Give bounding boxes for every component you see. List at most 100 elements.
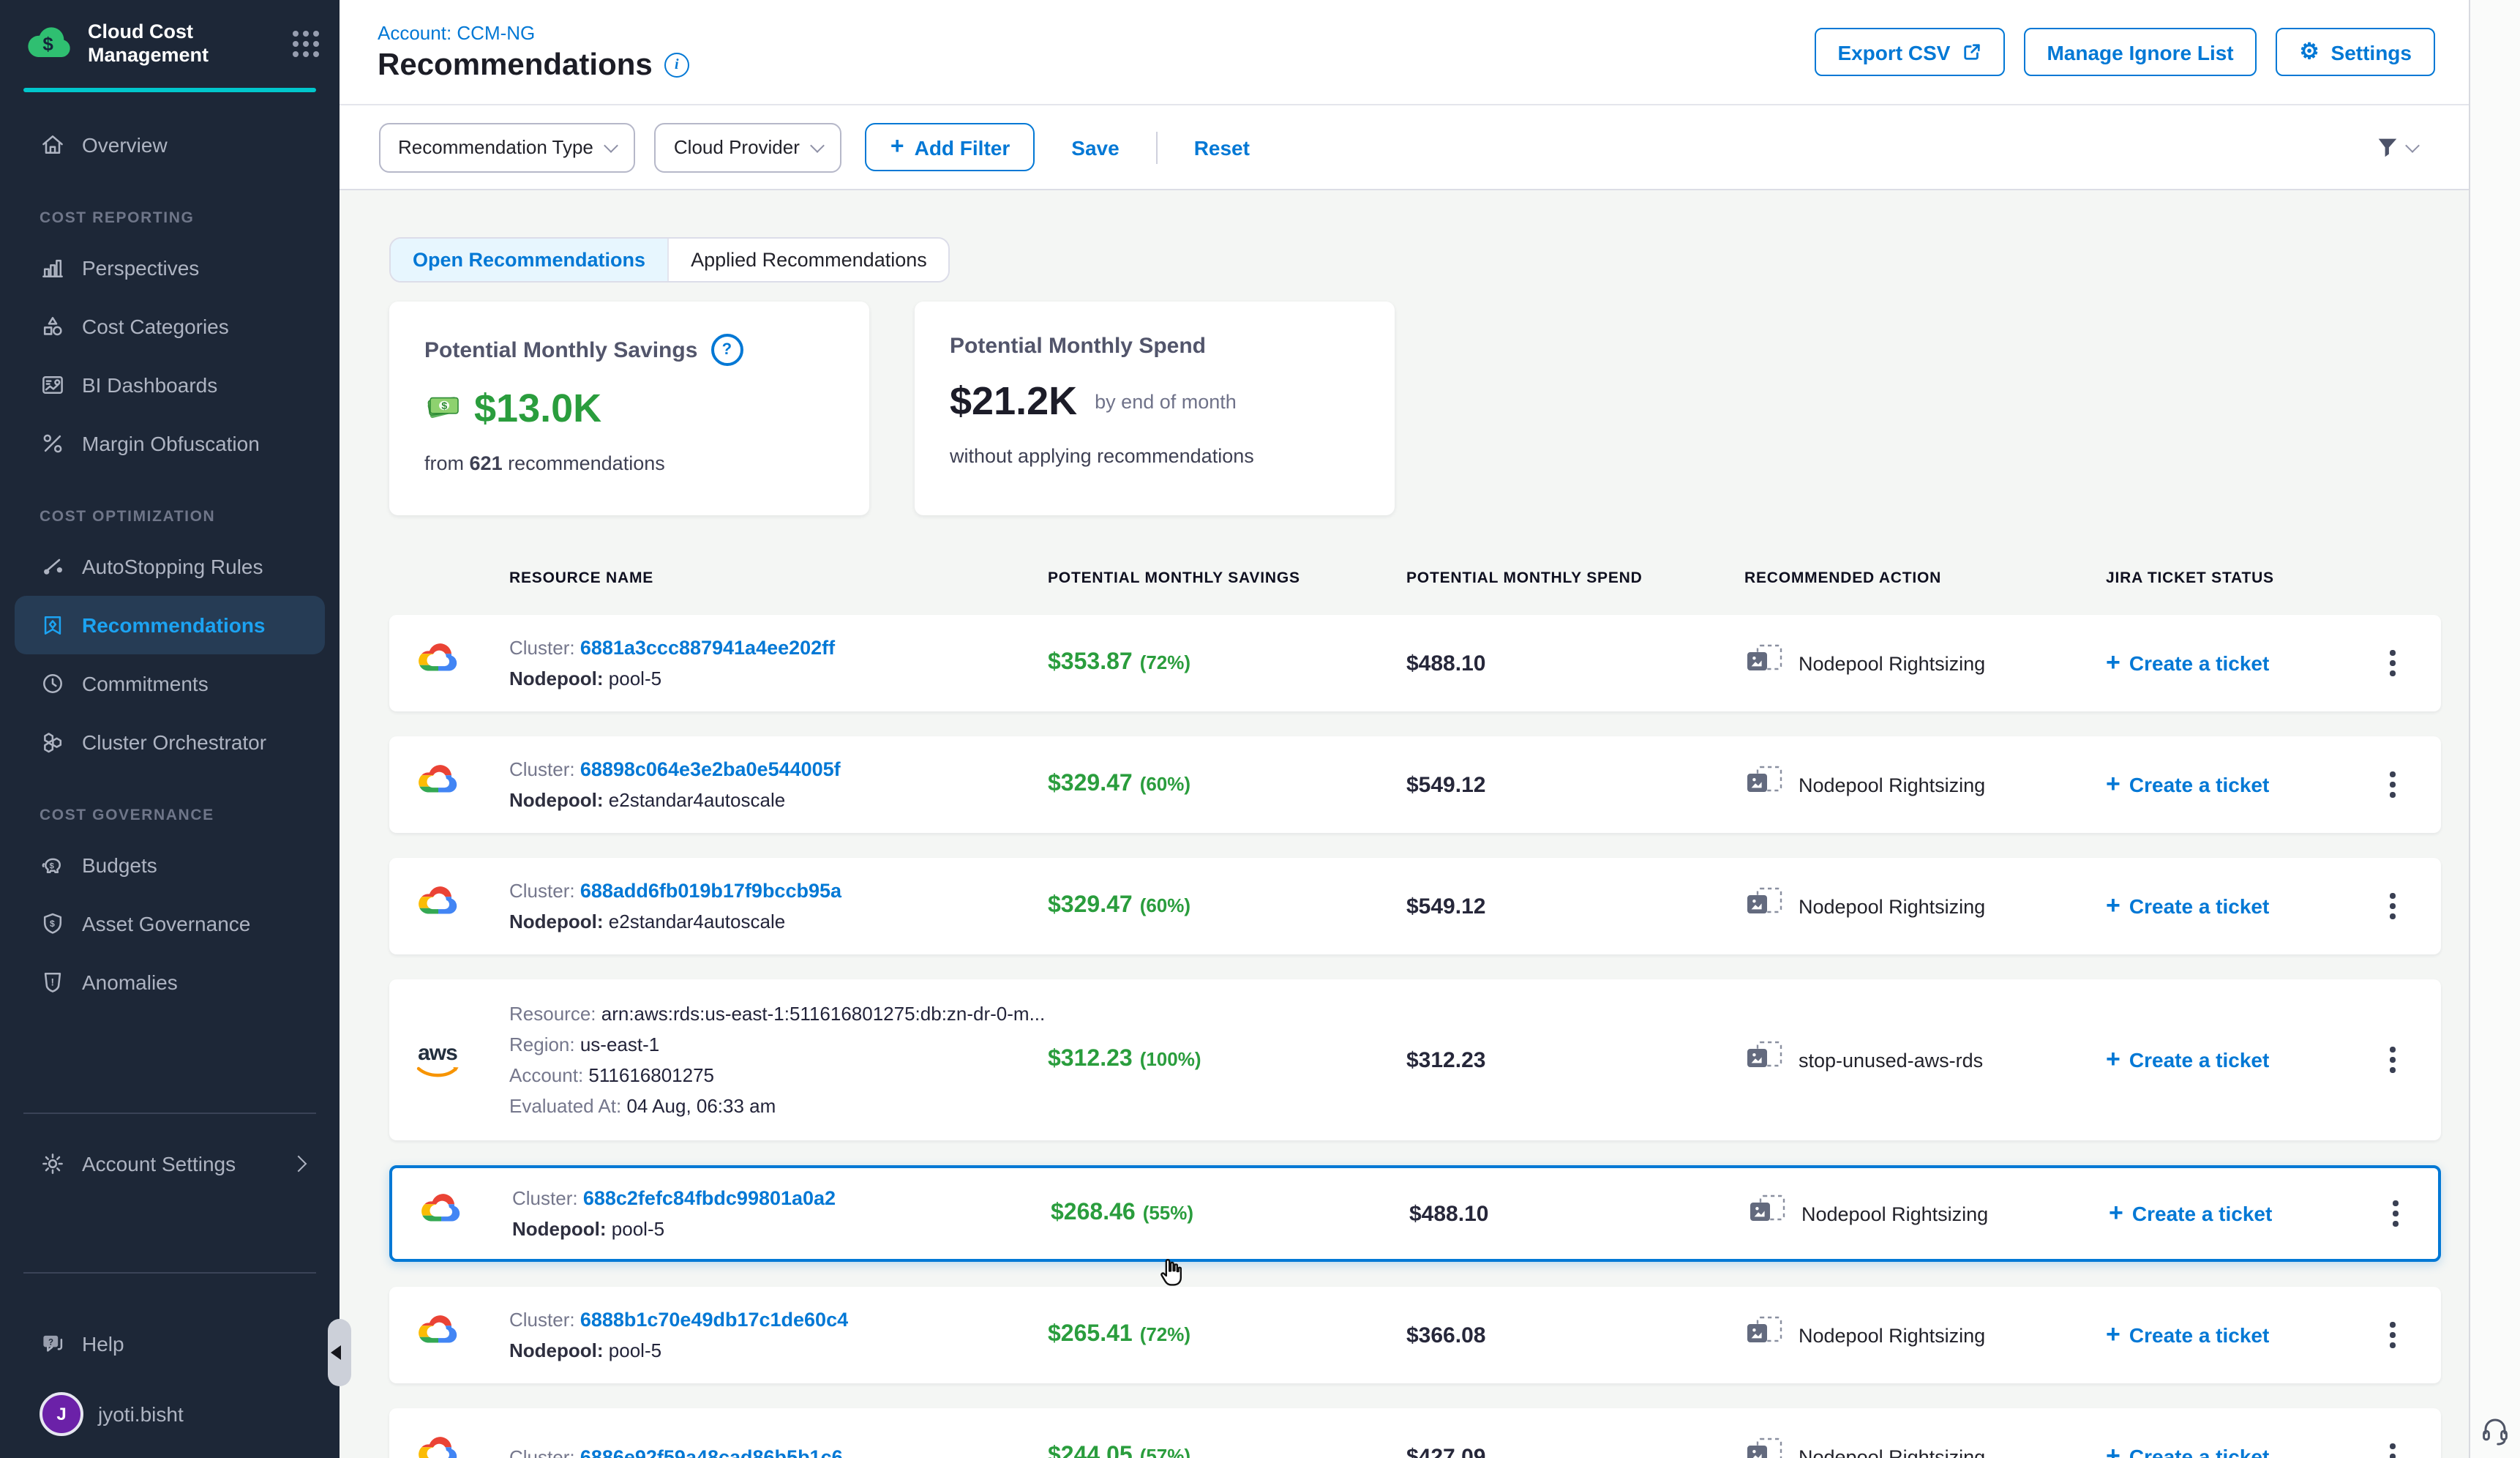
resource-value: e2standar4autoscale [609, 789, 785, 811]
cloud-provider-dropdown[interactable]: Cloud Provider [655, 122, 842, 172]
content-scroll-area[interactable]: Open Recommendations Applied Recommendat… [340, 190, 2470, 1458]
rightsizing-icon [1744, 643, 1784, 684]
savings-cell: $268.46(55%) [1051, 1200, 1409, 1227]
avatar: J [40, 1392, 83, 1436]
reset-filter-link[interactable]: Reset [1194, 135, 1250, 159]
manage-ignore-list-button[interactable]: Manage Ignore List [2023, 28, 2257, 76]
money-bills-icon: $ [424, 390, 462, 428]
sidebar-item-help[interactable]: ? Help [0, 1315, 340, 1373]
sidebar-item-account-settings[interactable]: Account Settings [0, 1134, 340, 1193]
svg-text:!: ! [50, 977, 54, 988]
app-grid-icon[interactable] [293, 31, 319, 57]
sidebar-item-margin-obfuscation[interactable]: Margin Obfuscation [0, 414, 340, 473]
create-ticket-link[interactable]: +Create a ticket [2106, 648, 2371, 678]
resource-link[interactable]: 6881a3ccc887941a4ee202ff [580, 637, 835, 659]
sidebar-item-budgets[interactable]: $ Budgets [0, 836, 340, 894]
help-circle-icon[interactable]: ? [710, 334, 743, 366]
page-title: Recommendations [378, 48, 653, 83]
save-filter-link[interactable]: Save [1071, 135, 1119, 159]
export-csv-button[interactable]: Export CSV [1814, 28, 2004, 76]
gcp-logo-icon [416, 880, 461, 932]
gcp-logo-icon [419, 1187, 464, 1240]
sidebar-item-commitments[interactable]: Commitments [0, 654, 340, 713]
settings-button[interactable]: ⚙︎ Settings [2276, 28, 2435, 76]
chevron-down-icon [811, 138, 825, 152]
create-ticket-link[interactable]: +Create a ticket [2109, 1199, 2374, 1228]
app-window: $ Cloud Cost Management Overview COST RE… [0, 0, 2520, 1458]
spend-cell: $366.08 [1406, 1323, 1744, 1347]
sidebar-user[interactable]: J jyoti.bisht [0, 1385, 340, 1443]
scroll-gutter[interactable] [2469, 0, 2520, 1458]
gcp-logo-icon [416, 637, 461, 689]
table-row[interactable]: aws Resource: arn:aws:rds:us-east-1:5116… [389, 979, 2441, 1140]
sidebar-item-asset-governance[interactable]: $ Asset Governance [0, 894, 340, 953]
info-icon[interactable]: i [664, 53, 689, 78]
table-row[interactable]: Cluster: 6886e92f59a48cad86b5b1c6 $244.0… [389, 1408, 2441, 1458]
piggy-bank-icon: $ [40, 852, 66, 878]
savings-amount: $13.0K [474, 386, 601, 432]
tab-applied-recommendations[interactable]: Applied Recommendations [667, 239, 949, 281]
resource-name-cell: Cluster: 6886e92f59a48cad86b5b1c6 [509, 1441, 1048, 1458]
row-menu-kebab[interactable] [2371, 642, 2415, 685]
resource-link[interactable]: 6886e92f59a48cad86b5b1c6 [580, 1446, 843, 1458]
resource-value: pool-5 [609, 1339, 661, 1361]
sidebar-item-anomalies[interactable]: ! Anomalies [0, 953, 340, 1012]
sidebar-section-label: COST REPORTING [40, 209, 340, 227]
resource-link[interactable]: 688add6fb019b17f9bccb95a [580, 880, 841, 902]
svg-text:$: $ [42, 32, 53, 54]
svg-text:$: $ [50, 919, 55, 929]
recommendation-type-dropdown[interactable]: Recommendation Type [379, 122, 636, 172]
resource-name-cell: Cluster: 68898c064e3e2ba0e544005fNodepoo… [509, 754, 1048, 815]
spend-amount: $21.2K [950, 379, 1077, 425]
breadcrumb-account-link[interactable]: Account: CCM-NG [378, 21, 689, 43]
sidebar-collapse-handle[interactable] [328, 1319, 351, 1386]
create-ticket-link[interactable]: +Create a ticket [2106, 1320, 2371, 1350]
create-ticket-link[interactable]: +Create a ticket [2106, 770, 2371, 799]
rightsizing-icon [1744, 1436, 1784, 1458]
row-menu-kebab[interactable] [2371, 1039, 2415, 1082]
resource-link[interactable]: 68898c064e3e2ba0e544005f [580, 758, 841, 780]
aws-logo-icon: aws [416, 1042, 460, 1078]
svg-text:?: ? [48, 1339, 53, 1347]
resource-value: 511616801275 [588, 1064, 714, 1086]
resource-name-cell: Cluster: 688add6fb019b17f9bccb95aNodepoo… [509, 875, 1048, 937]
create-ticket-link[interactable]: +Create a ticket [2106, 891, 2371, 921]
hexagons-icon [40, 729, 66, 755]
filter-panel-toggle[interactable] [2375, 135, 2418, 160]
table-row[interactable]: Cluster: 6881a3ccc887941a4ee202ffNodepoo… [389, 615, 2441, 711]
dashboard-icon [40, 372, 66, 398]
resource-link[interactable]: 688c2fefc84fbdc99801a0a2 [583, 1187, 836, 1209]
table-row[interactable]: Cluster: 688add6fb019b17f9bccb95aNodepoo… [389, 858, 2441, 954]
table-row[interactable]: Cluster: 68898c064e3e2ba0e544005fNodepoo… [389, 736, 2441, 833]
savings-cell: $312.23(100%) [1048, 1047, 1406, 1073]
resource-link[interactable]: 6888b1c70e49db17c1de60c4 [580, 1309, 848, 1331]
table-row[interactable]: Cluster: 6888b1c70e49db17c1de60c4Nodepoo… [389, 1287, 2441, 1383]
add-filter-button[interactable]: + Add Filter [866, 123, 1035, 171]
sidebar-item-cluster-orchestrator[interactable]: Cluster Orchestrator [0, 713, 340, 771]
table-row[interactable]: Cluster: 688c2fefc84fbdc99801a0a2Nodepoo… [389, 1165, 2441, 1262]
sidebar-item-perspectives[interactable]: Perspectives [0, 239, 340, 297]
gear-icon [40, 1151, 66, 1177]
resource-name-cell: Cluster: 6881a3ccc887941a4ee202ffNodepoo… [509, 632, 1048, 694]
row-menu-kebab[interactable] [2371, 885, 2415, 928]
row-menu-kebab[interactable] [2371, 1435, 2415, 1458]
row-menu-kebab[interactable] [2371, 1314, 2415, 1357]
sidebar-item-autostopping-rules[interactable]: AutoStopping Rules [0, 537, 340, 596]
potential-monthly-savings-card: Potential Monthly Savings ? $ $13.0K fro… [389, 302, 869, 515]
sidebar-item-overview[interactable]: Overview [0, 116, 340, 174]
cloud-dollar-logo-icon: $ [26, 21, 73, 67]
sidebar-item-cost-categories[interactable]: Cost Categories [0, 297, 340, 356]
user-name: jyoti.bisht [98, 1402, 184, 1426]
col-resource-name: RESOURCE NAME [509, 569, 1048, 587]
sidebar-item-bi-dashboards[interactable]: BI Dashboards [0, 356, 340, 414]
spend-cell: $312.23 [1406, 1047, 1744, 1072]
tab-open-recommendations[interactable]: Open Recommendations [391, 239, 667, 281]
shapes-icon [40, 313, 66, 340]
create-ticket-link[interactable]: +Create a ticket [2106, 1442, 2371, 1458]
create-ticket-link[interactable]: +Create a ticket [2106, 1045, 2371, 1074]
row-menu-kebab[interactable] [2371, 763, 2415, 807]
row-menu-kebab[interactable] [2374, 1192, 2418, 1235]
recommended-action-cell: Nodepool Rightsizing [1744, 764, 2106, 805]
support-headset-icon[interactable] [2479, 1414, 2511, 1446]
sidebar-item-recommendations[interactable]: Recommendations [15, 596, 325, 654]
